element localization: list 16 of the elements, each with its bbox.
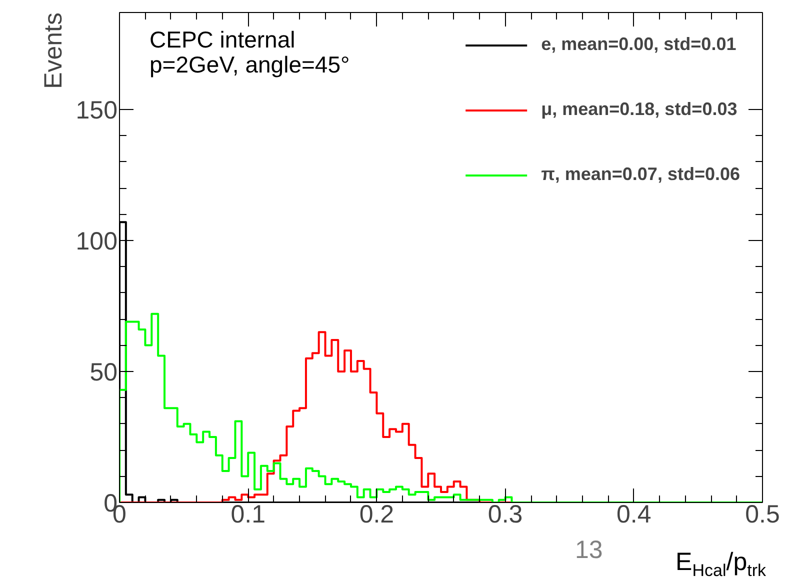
x-tick-label: 0.5 [745,500,780,528]
x-tick-label: 0.1 [230,500,266,528]
y-tick-label: 100 [76,227,118,256]
legend-label: μ, mean=0.18, std=0.03 [541,99,738,120]
annotation: p=2GeV, angle=45° [150,52,350,78]
x-tick-label: 0.4 [616,500,652,528]
y-tick-label: 150 [76,96,118,124]
legend-label: e, mean=0.00, std=0.01 [541,34,736,55]
text: 13 [575,535,603,566]
y-axis-title: Events [40,12,68,89]
annotation: CEPC internal [150,26,296,52]
y-tick-label: 50 [90,358,118,386]
x-tick-label: 0.3 [488,500,523,528]
x-axis-title: E$_{Hcal}$/p$_{trk}$ [676,547,766,582]
legend-label: π, mean=0.07, std=0.06 [541,164,740,185]
x-tick-label: 0.2 [359,500,394,528]
